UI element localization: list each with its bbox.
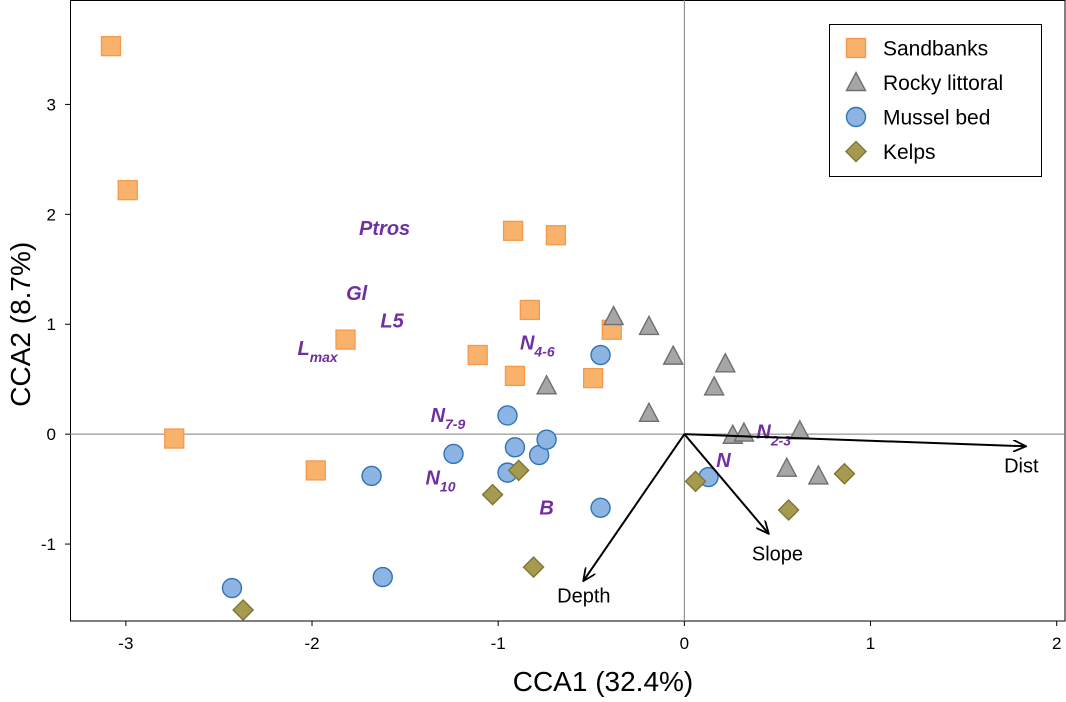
- species-label: B: [539, 497, 553, 519]
- kelps-point: [522, 556, 545, 579]
- legend-rocky-littoral-swatch: [845, 71, 867, 92]
- y-tick-label: 1: [47, 315, 56, 334]
- zero-reference-lines: [70, 0, 1066, 621]
- sandbanks-point: [504, 365, 526, 387]
- x-tick-label: 0: [680, 634, 689, 653]
- rocky-littoral-point: [638, 401, 660, 422]
- mussel-bed-point: [221, 577, 243, 599]
- species-labels: Ptros Gl L5 Lmax N4-6 N7-9 N10 B N2-3 N: [297, 218, 791, 519]
- rocky-littoral-point: [703, 375, 725, 396]
- sandbanks-point: [117, 179, 138, 201]
- mussel-bed-point: [443, 443, 464, 465]
- mussel-bed-point: [504, 437, 526, 458]
- rocky-littoral-point: [602, 305, 625, 326]
- rocky-littoral-point: [807, 464, 830, 485]
- species-label: L5: [380, 311, 404, 333]
- kelps-point: [684, 470, 707, 493]
- depth-arrow: [584, 433, 686, 580]
- dist-arrow-label: Dist: [1004, 456, 1039, 478]
- environmental-arrows: Dist Slope Depth: [557, 433, 1039, 607]
- depth-arrow-label: Depth: [557, 585, 610, 607]
- rocky-littoral-point: [638, 314, 660, 336]
- sandbanks-point: [582, 367, 604, 389]
- slope-arrow-label: Slope: [752, 544, 803, 566]
- plot-area: [70, 0, 1066, 622]
- rocky-littoral-point: [733, 421, 755, 442]
- kelps-point: [777, 498, 800, 521]
- species-label: Gl: [346, 283, 368, 305]
- legend-sandbanks-label: Sandbanks: [883, 38, 988, 61]
- y-tick-label: 2: [47, 205, 56, 224]
- kelps-point: [833, 462, 856, 485]
- mussel-bed-point: [590, 497, 611, 518]
- sandbanks-point: [502, 220, 524, 241]
- y-axis-title: CCA2 (8.7%): [5, 242, 36, 407]
- sandbanks-point: [545, 225, 567, 246]
- legend-sandbanks-swatch: [845, 37, 867, 59]
- y-tick-label: 3: [47, 95, 56, 114]
- species-label: N4-6: [520, 333, 555, 360]
- y-tick-label: -1: [41, 535, 56, 554]
- legend-mussel-bed-label: Mussel bed: [883, 107, 990, 130]
- mussel-bed-point: [361, 465, 382, 487]
- legend-kelps-label: Kelps: [883, 141, 936, 164]
- y-tick-label: 0: [47, 425, 56, 444]
- species-label: N7-9: [431, 405, 466, 432]
- rocky-littoral-point: [776, 456, 798, 477]
- species-label: N10: [425, 468, 455, 495]
- legend-rocky-littoral-label: Rocky littoral: [883, 72, 1003, 95]
- x-tick-label: -1: [491, 634, 506, 653]
- kelps-point: [232, 599, 255, 621]
- species-label: Ptros: [359, 218, 410, 240]
- slope-arrow: [683, 433, 768, 533]
- rocky-littoral-point: [714, 352, 736, 373]
- x-tick-label: 2: [1052, 634, 1061, 653]
- sandbanks-point: [305, 460, 326, 481]
- plot-border: [70, 0, 1066, 622]
- y-axis-ticks: -1 0 1 2 3: [41, 95, 70, 554]
- rocky-littoral-point: [789, 419, 811, 440]
- species-label: N2-3: [756, 422, 791, 449]
- mussel-bed-point: [536, 429, 557, 450]
- dist-arrow: [684, 433, 1025, 446]
- sandbanks-point: [164, 428, 185, 449]
- mussel-bed-point: [372, 566, 393, 588]
- rocky-littoral-point: [535, 374, 558, 395]
- x-tick-label: -3: [118, 634, 133, 653]
- x-axis-ticks: -3 -2 -1 0 1 2: [118, 621, 1061, 653]
- sandbanks-point: [335, 329, 356, 350]
- species-label: N: [716, 450, 731, 472]
- x-tick-label: -2: [304, 634, 319, 653]
- x-axis-title: CCA1 (32.4%): [513, 666, 694, 697]
- mussel-bed-point: [590, 344, 611, 366]
- species-label: Lmax: [297, 338, 338, 365]
- kelps-point: [507, 459, 530, 482]
- sandbanks-point: [519, 299, 540, 321]
- sandbanks-point: [467, 344, 488, 366]
- legend-mussel-bed-swatch: [845, 106, 867, 128]
- rocky-littoral-point: [662, 344, 684, 365]
- kelps-point: [481, 483, 504, 506]
- legend: Sandbanks Rocky littoral Mussel bed Kelps: [829, 24, 1042, 177]
- mussel-bed-point: [497, 405, 518, 426]
- x-tick-label: 1: [866, 634, 875, 653]
- sample-points: [100, 36, 856, 621]
- sandbanks-point: [100, 36, 122, 57]
- legend-kelps-swatch: [845, 140, 867, 163]
